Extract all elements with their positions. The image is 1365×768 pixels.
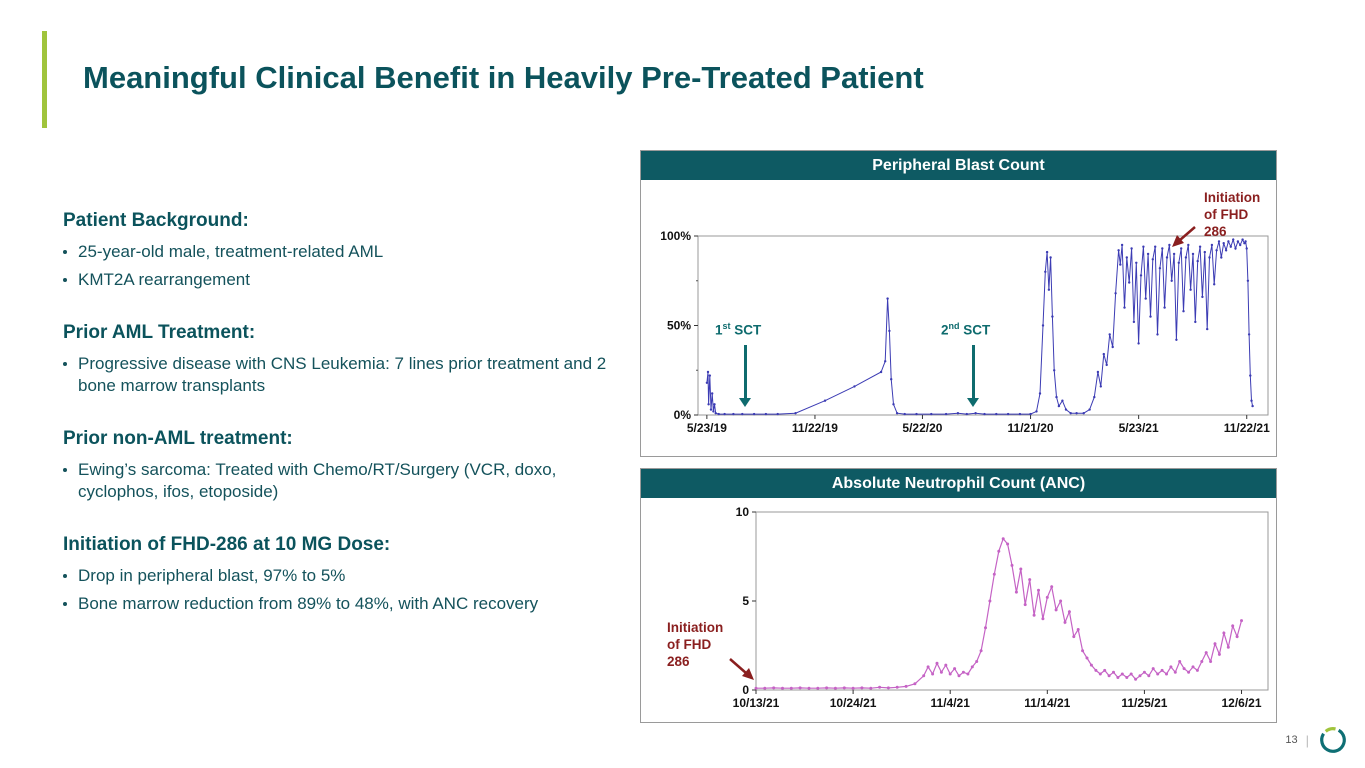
section-heading: Prior non-AML treatment: xyxy=(63,427,293,449)
svg-text:11/4/21: 11/4/21 xyxy=(931,696,971,710)
anc-chart-body: 10/13/21 10/24/21 11/4/21 11/14/21 11/25/21 1… xyxy=(641,498,1276,722)
svg-text:5/22/20: 5/22/20 xyxy=(902,421,942,435)
svg-text:10: 10 xyxy=(736,505,750,519)
bullet-dot xyxy=(63,278,67,283)
section-heading: Prior AML Treatment: xyxy=(63,321,256,343)
blast-chart-body: 5/23/19 11/22/19 5/22/20 11/21/20 5/23/21 11/… xyxy=(641,180,1276,456)
svg-text:50%: 50% xyxy=(667,319,691,333)
svg-text:0%: 0% xyxy=(674,408,692,422)
bullet-text: 25-year-old male, treatment-related AML xyxy=(78,242,384,261)
bullet-dot xyxy=(63,602,67,607)
bullet-item: Progressive disease with CNS Leukemia: 7… xyxy=(63,353,638,398)
svg-text:11/25/21: 11/25/21 xyxy=(1121,696,1167,710)
bullet-text: Ewing’s sarcoma: Treated with Chemo/RT/S… xyxy=(78,459,557,502)
bullet-text: Progressive disease with CNS Leukemia: 7… xyxy=(78,353,607,396)
bullet-text: Bone marrow reduction from 89% to 48%, w… xyxy=(78,594,539,614)
sct1-arrow-icon xyxy=(739,345,751,407)
svg-text:11/22/21: 11/22/21 xyxy=(1224,421,1270,435)
patient-summary: Patient Background: 25-year-old male, tr… xyxy=(63,210,638,646)
blast-initiation-label: Initiation of FHD 286 xyxy=(1204,190,1261,239)
bullet-item: Drop in peripheral blast, 97% to 5% xyxy=(63,565,638,587)
svg-text:0: 0 xyxy=(742,683,749,697)
section-prior-non-aml-treatment: Prior non-AML treatment: Ewing’s sarcoma… xyxy=(63,428,638,504)
svg-text:10/13/21: 10/13/21 xyxy=(733,696,780,710)
blast-initiation-arrow-icon xyxy=(1172,226,1196,247)
title-accent-bar xyxy=(42,31,47,128)
svg-text:11/22/19: 11/22/19 xyxy=(792,421,838,435)
bullet-text: KMT2A rearrangement xyxy=(78,270,250,290)
sct1-label: 1st SCT xyxy=(715,321,762,338)
blast-chart-title: Peripheral Blast Count xyxy=(641,151,1276,180)
svg-text:5/23/19: 5/23/19 xyxy=(687,421,727,435)
anc-initiation-arrow-icon xyxy=(729,658,754,680)
anc-chart-canvas: 10/13/21 10/24/21 11/4/21 11/14/21 11/25/21 1… xyxy=(733,505,1269,710)
svg-text:5/23/21: 5/23/21 xyxy=(1119,421,1159,435)
anc-initiation-label: Initiation of FHD 286 xyxy=(667,620,724,669)
svg-text:12/6/21: 12/6/21 xyxy=(1221,696,1261,710)
bullet-item: 25-year-old male, treatment-related AML xyxy=(63,241,638,263)
blast-count-panel: Peripheral Blast Count 5/23/19 11/22/19 5/… xyxy=(640,150,1277,457)
bullet-dot xyxy=(63,573,67,578)
svg-text:10/24/21: 10/24/21 xyxy=(830,696,877,710)
company-logo-icon xyxy=(1320,727,1346,753)
anc-panel: Absolute Neutrophil Count (ANC) 10/13/21… xyxy=(640,468,1277,723)
section-prior-aml-treatment: Prior AML Treatment: Progressive disease… xyxy=(63,322,638,398)
section-patient-background: Patient Background: 25-year-old male, tr… xyxy=(63,210,638,292)
bullet-dot xyxy=(63,361,67,366)
section-fhd286-initiation: Initiation of FHD-286 at 10 MG Dose: Dro… xyxy=(63,534,638,616)
sct2-arrow-icon xyxy=(967,345,979,407)
slide-footer: 13 | xyxy=(1285,724,1349,756)
blast-chart-canvas: 5/23/19 11/22/19 5/22/20 11/21/20 5/23/21 11/… xyxy=(660,229,1270,435)
anc-chart-title: Absolute Neutrophil Count (ANC) xyxy=(641,469,1276,498)
svg-text:5: 5 xyxy=(742,594,749,608)
svg-text:100%: 100% xyxy=(660,229,691,243)
footer-divider: | xyxy=(1305,732,1309,748)
bullet-item: KMT2A rearrangement xyxy=(63,269,638,291)
page-number: 13 xyxy=(1285,734,1298,746)
slide-title: Meaningful Clinical Benefit in Heavily P… xyxy=(83,60,924,95)
bullet-item: Bone marrow reduction from 89% to 48%, w… xyxy=(63,593,638,615)
bullet-dot xyxy=(63,467,67,472)
bullet-dot xyxy=(63,250,67,254)
bullet-item: Ewing’s sarcoma: Treated with Chemo/RT/S… xyxy=(63,459,638,504)
section-heading: Initiation of FHD-286 at 10 MG Dose: xyxy=(63,533,391,555)
sct2-label: 2nd SCT xyxy=(941,321,991,338)
svg-text:11/21/20: 11/21/20 xyxy=(1008,421,1054,435)
svg-text:11/14/21: 11/14/21 xyxy=(1024,696,1070,710)
section-heading: Patient Background: xyxy=(63,210,249,231)
bullet-text: Drop in peripheral blast, 97% to 5% xyxy=(78,565,346,585)
